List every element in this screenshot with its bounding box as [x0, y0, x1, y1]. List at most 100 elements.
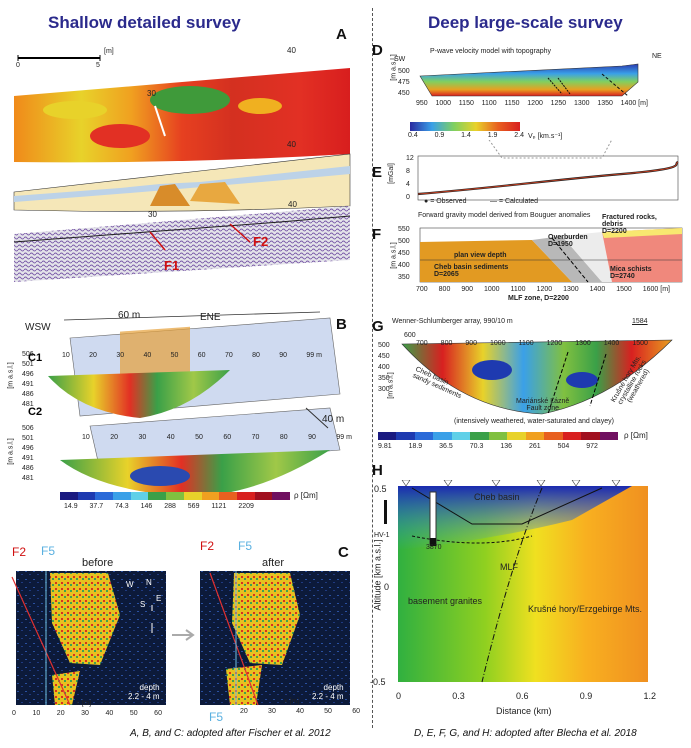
- e-calculated-line: [417, 161, 679, 195]
- d-colorbar: [410, 122, 520, 131]
- b-yticks-c2: 506 501 496 491 486 481: [22, 425, 34, 482]
- e-legend-calculated: — = Calculated: [490, 198, 539, 205]
- c-before-label: before: [82, 557, 114, 569]
- fault-f1-label: F1: [164, 258, 180, 273]
- b-colorbar-unit: ρ [Ωm]: [294, 491, 318, 500]
- scale-tick-5: 5: [96, 62, 100, 69]
- a-mark-40: 40: [287, 46, 296, 55]
- panel-label-h: H: [372, 462, 383, 479]
- c-f5-after-bottom: F5: [209, 710, 224, 724]
- panel-h-graphic: [384, 480, 648, 683]
- c-xlabel-before: x [m]: [76, 700, 92, 707]
- b-depth: 40 m: [322, 414, 345, 425]
- c-f5-after: F5: [238, 539, 253, 553]
- compass-w: W: [126, 580, 134, 589]
- c-depth-before: depth 2.2 - 4 m: [128, 683, 160, 701]
- b-ene: ENE: [200, 312, 221, 323]
- b-width: 60 m: [118, 310, 141, 321]
- g-mlf3: (intensively weathered, water-saturated …: [454, 418, 614, 425]
- g-xtick-1584: 1584: [632, 318, 648, 325]
- f-mlf: MLF zone, D=2200: [508, 295, 569, 302]
- g-mlf: Mariánské Lázně Fault zone: [516, 398, 570, 412]
- center-divider: [372, 8, 373, 728]
- b-xticks-c1: 10 20 30 40 50 60 70 80 90 99 m: [62, 352, 322, 359]
- scale-unit: [m]: [104, 48, 114, 55]
- f-mlf-zone: [532, 236, 602, 282]
- d-ne: NE: [652, 53, 662, 60]
- f-ylabel: [m a.s.l.]: [390, 242, 398, 269]
- g-xticks: 700 800 900 1000 1100 1200 1300 1400 1500: [416, 340, 648, 347]
- h-mlf: MLF: [500, 562, 518, 572]
- f-plan-view: plan view depth: [454, 252, 507, 259]
- h-mlf-line: [481, 487, 543, 683]
- right-title: Deep large-scale survey: [428, 13, 623, 32]
- panel-c-graphic: N E S W: [11, 571, 350, 706]
- h-granites: basement granites: [408, 596, 483, 606]
- f-xticks: 700 800 900 1000 1100 1200 1300 1400 1500 1600 [m…: [416, 286, 670, 293]
- h-ytick-0.5: 0.5: [374, 484, 387, 494]
- d-sw: SW: [394, 56, 406, 63]
- b-c1-label: C1: [28, 352, 43, 364]
- g-xtick-600: 600: [404, 332, 416, 339]
- a-mark-30: 30: [147, 89, 156, 98]
- h-cheb-basin-area: [398, 486, 632, 550]
- panel-label-d: D: [372, 42, 383, 59]
- panel-b-graphic: [48, 311, 341, 497]
- f-cheb-basin: [420, 240, 572, 282]
- scale-tick-0: 0: [16, 62, 20, 69]
- h-cheb: Cheb basin: [474, 492, 520, 502]
- e-ylabel: [mGal]: [387, 163, 395, 184]
- panel-d-graphic: [419, 63, 639, 97]
- h-krus: Krušné hory/Erzgebirge Mts.: [528, 604, 643, 614]
- c-xlabel-after: x [m]: [284, 698, 300, 705]
- f-overburden: Overburden D=1950: [548, 234, 588, 248]
- h-hv1: HV-1: [374, 532, 390, 539]
- b-xticks-c2: 10 20 30 40 50 60 70 80 90 99 m: [82, 434, 352, 441]
- e-yticks: 12 8 4 0: [406, 155, 414, 201]
- b-c2-label: C2: [28, 406, 43, 418]
- h-ytick-neg0.5: -0.5: [370, 677, 386, 687]
- compass-s: S: [140, 600, 145, 609]
- h-ytick-0: 0: [384, 582, 390, 592]
- a-mark-bottom-40: 40: [288, 200, 297, 209]
- footer-left: A, B, and C: adopted after Fischer et al…: [130, 728, 331, 739]
- g-colorbar-unit: ρ [Ωm]: [624, 431, 648, 440]
- d-colorbar-unit: Vₚ [km.s⁻¹]: [528, 133, 563, 140]
- c-f2-before: F2: [12, 545, 27, 559]
- d-ylabel: [m a.s.l.]: [390, 54, 398, 81]
- panel-f-graphic: [419, 227, 683, 283]
- g-yticks: 500 450 400 350 300: [378, 342, 390, 393]
- panel-label-f: F: [372, 226, 382, 243]
- d-xticks: 950 1000 1150 1100 1150 1200 1250 1300 1350 1400 …: [416, 100, 648, 107]
- c-xticks: 0 10 20 30 40 50 60: [12, 710, 162, 717]
- c-f2-after: F2: [200, 539, 215, 553]
- h-xticks: 0 0.3 0.6 0.9 1.2: [396, 691, 656, 701]
- c-xticks-after: 20 30 40 50 60: [240, 708, 360, 715]
- g-title: Wenner-Schlumberger array, 990/10 m: [392, 318, 513, 325]
- g-colorbar: [378, 432, 619, 440]
- panel-label-a: A: [336, 26, 347, 43]
- b-yticks-c1: 506 501 496 491 486 481: [22, 351, 34, 408]
- section-c2: [60, 450, 330, 497]
- panel-e-graphic: [417, 140, 679, 201]
- f-fractured: Fractured rocks, debris D=2200: [602, 214, 657, 235]
- panel-a-geology-section: [13, 153, 351, 212]
- d-yticks: 500 475 450: [398, 68, 410, 97]
- panel-label-b: B: [336, 316, 347, 333]
- a-mark-mid-40: 40: [287, 140, 296, 149]
- footer-right: D, E, F, G, and H: adopted after Blecha …: [414, 728, 637, 739]
- h-ylabel: Altitude [km a.s.l.]: [372, 539, 383, 611]
- fault-f2-label: F2: [253, 234, 269, 249]
- c-f5-before: F5: [41, 544, 56, 558]
- e-observed-line: [417, 160, 679, 196]
- f-yticks: 550 500 450 400 350: [398, 226, 410, 281]
- c-after-label: after: [262, 557, 285, 569]
- h-xlabel: Distance (km): [496, 706, 552, 716]
- e-legend-observed: ● = Observed: [424, 198, 467, 205]
- b-ylabel-c1: [m a.s.l.]: [7, 362, 15, 389]
- h-depth-mark: 3870: [426, 544, 442, 551]
- panel-a-graphic: [13, 55, 351, 282]
- compass-n: N: [146, 578, 152, 587]
- compass-e: E: [156, 594, 161, 603]
- f-mica: Mica schists D=2740: [610, 266, 652, 280]
